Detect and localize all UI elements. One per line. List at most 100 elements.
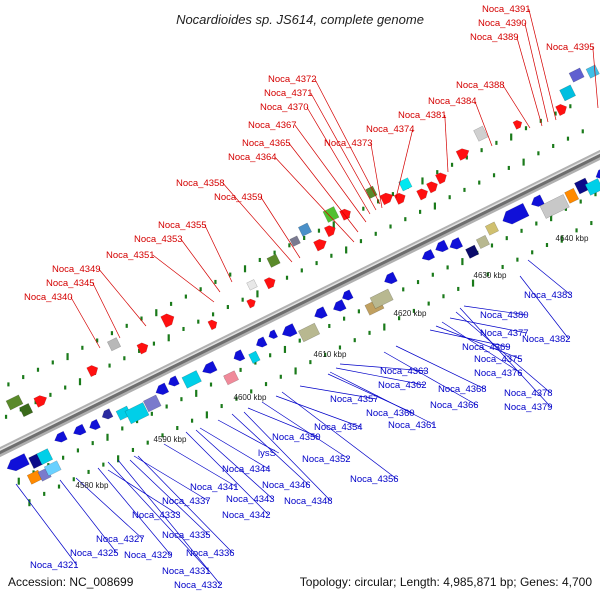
tick-dash <box>285 275 289 280</box>
gene-arrow <box>393 192 406 205</box>
gene-arrow-shape <box>246 298 256 309</box>
forward_labels-label: Noca_4370 <box>260 102 309 113</box>
gene-arrow-shape <box>341 289 354 301</box>
leader-line <box>199 427 269 470</box>
gene-box <box>484 221 499 236</box>
leader-line <box>339 363 427 372</box>
leader-line <box>275 395 361 428</box>
gene-arrow <box>73 423 87 436</box>
leader-line <box>107 469 179 516</box>
gene-arrow <box>421 249 436 261</box>
tick-dash <box>146 440 149 445</box>
leader-line <box>133 455 209 502</box>
gene-arrow-shape <box>101 408 114 420</box>
reverse_labels-label: Noca_4362 <box>378 380 427 391</box>
leader-line <box>98 268 147 327</box>
tick-dash <box>345 246 348 254</box>
gene-arrow <box>341 289 354 301</box>
genome-backbone <box>0 149 600 458</box>
leader-line <box>314 78 381 205</box>
tick-dash <box>81 345 84 350</box>
gene-box <box>181 370 202 389</box>
tick-dash <box>315 261 318 266</box>
gene-block <box>289 235 301 247</box>
gene-arrow-shape <box>384 271 398 285</box>
leader-line <box>97 467 172 556</box>
leader-line <box>444 114 449 173</box>
tick-label: 4630 kbp <box>474 271 507 280</box>
leader-line <box>519 275 570 340</box>
gene-arrow-shape <box>168 375 180 387</box>
gene-box <box>297 322 321 343</box>
tick-dash <box>4 414 8 419</box>
tick-dash <box>288 243 291 248</box>
accession-text: Accession: NC_008699 <box>8 575 134 589</box>
gene-arrow <box>168 375 180 387</box>
gene-arrow <box>268 329 279 340</box>
forward_labels-label: Noca_4373 <box>324 138 373 149</box>
tick-dash <box>330 253 333 258</box>
tick-dash <box>123 356 126 361</box>
tick-dash <box>427 301 430 306</box>
tick-dash <box>522 158 525 166</box>
leader-line <box>299 385 377 400</box>
tick-dash <box>328 323 331 328</box>
tick-label: 4640 kbp <box>556 234 589 243</box>
tick-dash <box>510 133 513 141</box>
gene-arrow-shape <box>379 192 394 206</box>
tick-dash <box>480 148 483 153</box>
leader-line <box>107 461 210 572</box>
gene-arrow-shape <box>512 119 523 130</box>
tick-dash <box>7 382 10 387</box>
gene-arrow <box>202 360 218 374</box>
gene-block <box>484 221 499 236</box>
gene-arrow-shape <box>416 188 428 201</box>
tick-dash <box>269 353 272 358</box>
forward_labels-label: Noca_4365 <box>242 138 291 149</box>
gene-arrow-shape <box>531 194 545 207</box>
gene-arrow-shape <box>455 148 470 161</box>
reverse_labels-label: Noca_4377 <box>480 328 529 339</box>
tick-dash <box>241 297 244 302</box>
tick-dash <box>184 294 187 299</box>
leader-line <box>70 296 101 349</box>
map-title: Nocardioides sp. JS614, complete genome <box>176 12 424 27</box>
gene-block <box>297 222 313 237</box>
leader-line <box>592 46 599 109</box>
gene-arrow-shape <box>33 395 48 408</box>
tick-dash <box>374 231 377 236</box>
forward_labels-label: Noca_4372 <box>268 74 317 85</box>
leader-line <box>329 371 435 426</box>
leader-line <box>435 325 521 360</box>
gene-arrow <box>449 237 464 250</box>
gene-box <box>142 394 162 413</box>
tick-dash <box>448 195 451 200</box>
tick-dash <box>211 312 215 317</box>
gene-box <box>369 288 394 309</box>
tick-label: 4580 kbp <box>76 481 109 490</box>
tick-dash <box>165 404 168 409</box>
tick-dash <box>507 165 510 170</box>
gene-arrow-shape <box>314 306 328 319</box>
backbone-core <box>0 152 600 455</box>
tick-dash <box>91 441 94 446</box>
tick-dash <box>338 345 342 350</box>
tick-dash <box>332 221 335 229</box>
tick-dash <box>64 385 67 390</box>
gene-block <box>322 206 340 223</box>
label-leader-lines <box>15 8 599 586</box>
tick-dash <box>442 294 445 299</box>
leader-line <box>243 411 332 502</box>
gene-arrow-shape <box>555 104 567 117</box>
reverse_labels-label: Noca_4361 <box>388 420 437 431</box>
gene-box <box>289 235 301 247</box>
leader-line <box>463 305 527 316</box>
tick-dash <box>283 345 287 353</box>
leader-line <box>395 128 414 199</box>
tick-dash <box>72 477 75 482</box>
gene-box <box>5 394 24 411</box>
gene-box <box>539 194 570 219</box>
leader-line <box>195 429 274 500</box>
reverse_labels-label: Noca_4337 <box>162 496 211 507</box>
reverse_labels-label: Noca_4366 <box>430 400 479 411</box>
